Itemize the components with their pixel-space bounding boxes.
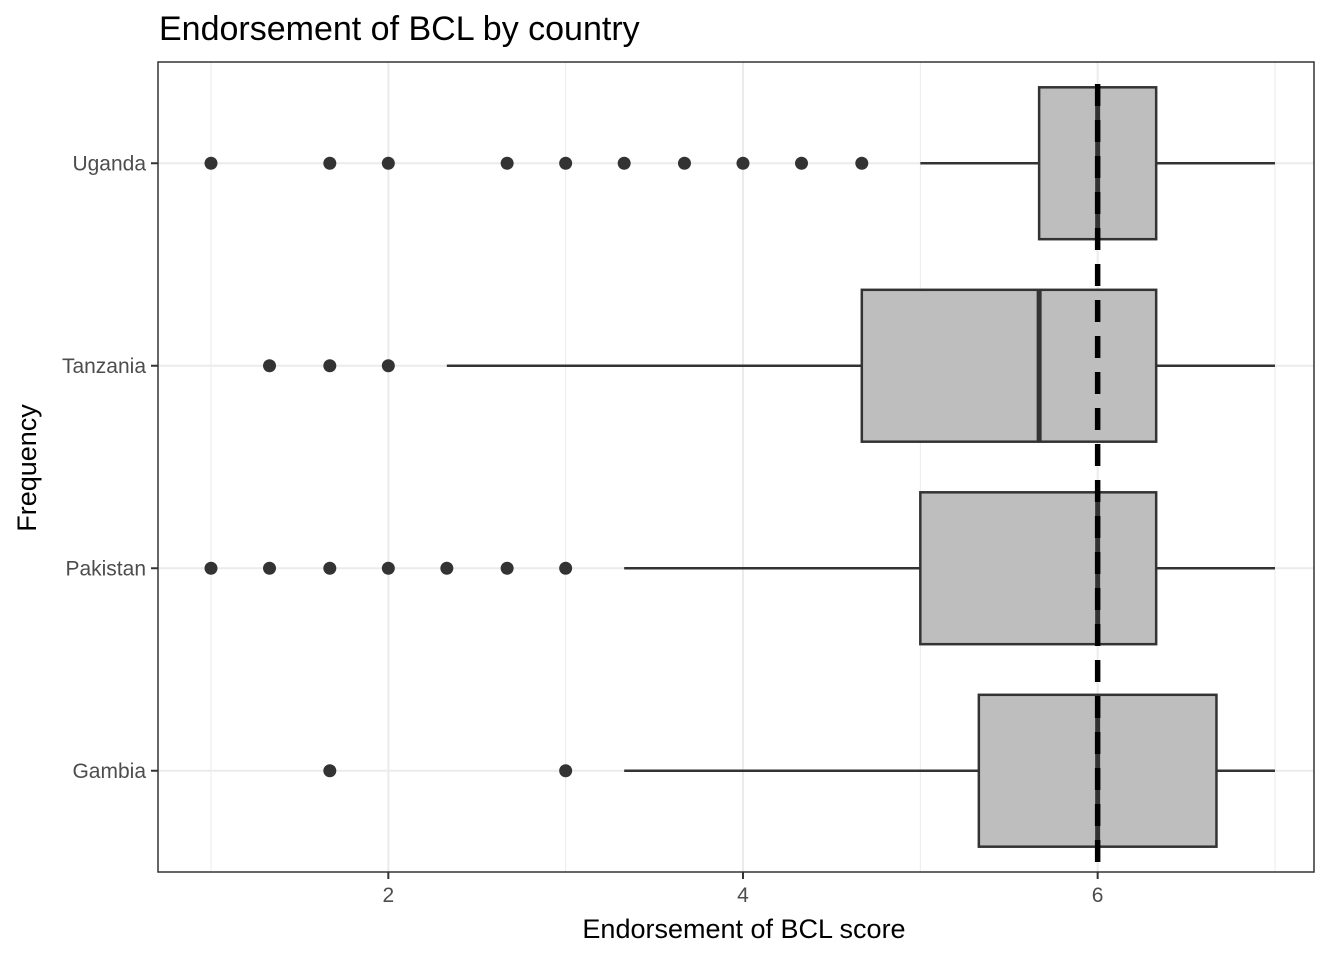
outlier-point <box>323 561 337 575</box>
outlier-point <box>617 156 631 170</box>
outlier-point <box>381 359 395 373</box>
plot-border <box>157 61 1315 873</box>
outlier-point <box>204 561 218 575</box>
box-iqr <box>919 491 1158 646</box>
outlier-point <box>381 561 395 575</box>
outlier-point <box>440 561 454 575</box>
outlier-point <box>381 156 395 170</box>
box-tanzania <box>263 288 1275 443</box>
outlier-point <box>855 156 869 170</box>
outlier-point <box>677 156 691 170</box>
outlier-point <box>323 156 337 170</box>
outlier-point <box>559 156 573 170</box>
box-pakistan <box>204 491 1275 646</box>
y-tick-label: Pakistan <box>65 557 146 580</box>
chart-title: Endorsement of BCL by country <box>159 10 640 48</box>
outlier-point <box>323 359 337 373</box>
outlier-point <box>263 561 277 575</box>
y-tick-label: Tanzania <box>62 355 146 378</box>
outlier-point <box>736 156 750 170</box>
x-tick-label: 4 <box>737 884 749 907</box>
outlier-point <box>795 156 809 170</box>
outlier-point <box>500 561 514 575</box>
y-axis-title: Frequency <box>12 404 42 532</box>
outlier-point <box>263 359 277 373</box>
outlier-point <box>323 764 337 778</box>
x-axis-title: Endorsement of BCL score <box>582 914 905 944</box>
box-iqr <box>860 288 1158 443</box>
y-tick-label: Gambia <box>72 760 146 783</box>
outlier-point <box>559 561 573 575</box>
y-tick-label: Uganda <box>72 152 146 175</box>
outlier-point <box>500 156 514 170</box>
plot-area: 2 4 6 Gambia Pakistan Tanzania Uganda <box>62 61 1315 907</box>
x-tick-label: 2 <box>382 884 394 907</box>
outlier-point <box>204 156 218 170</box>
x-tick-label: 6 <box>1092 884 1104 907</box>
outlier-point <box>559 764 573 778</box>
